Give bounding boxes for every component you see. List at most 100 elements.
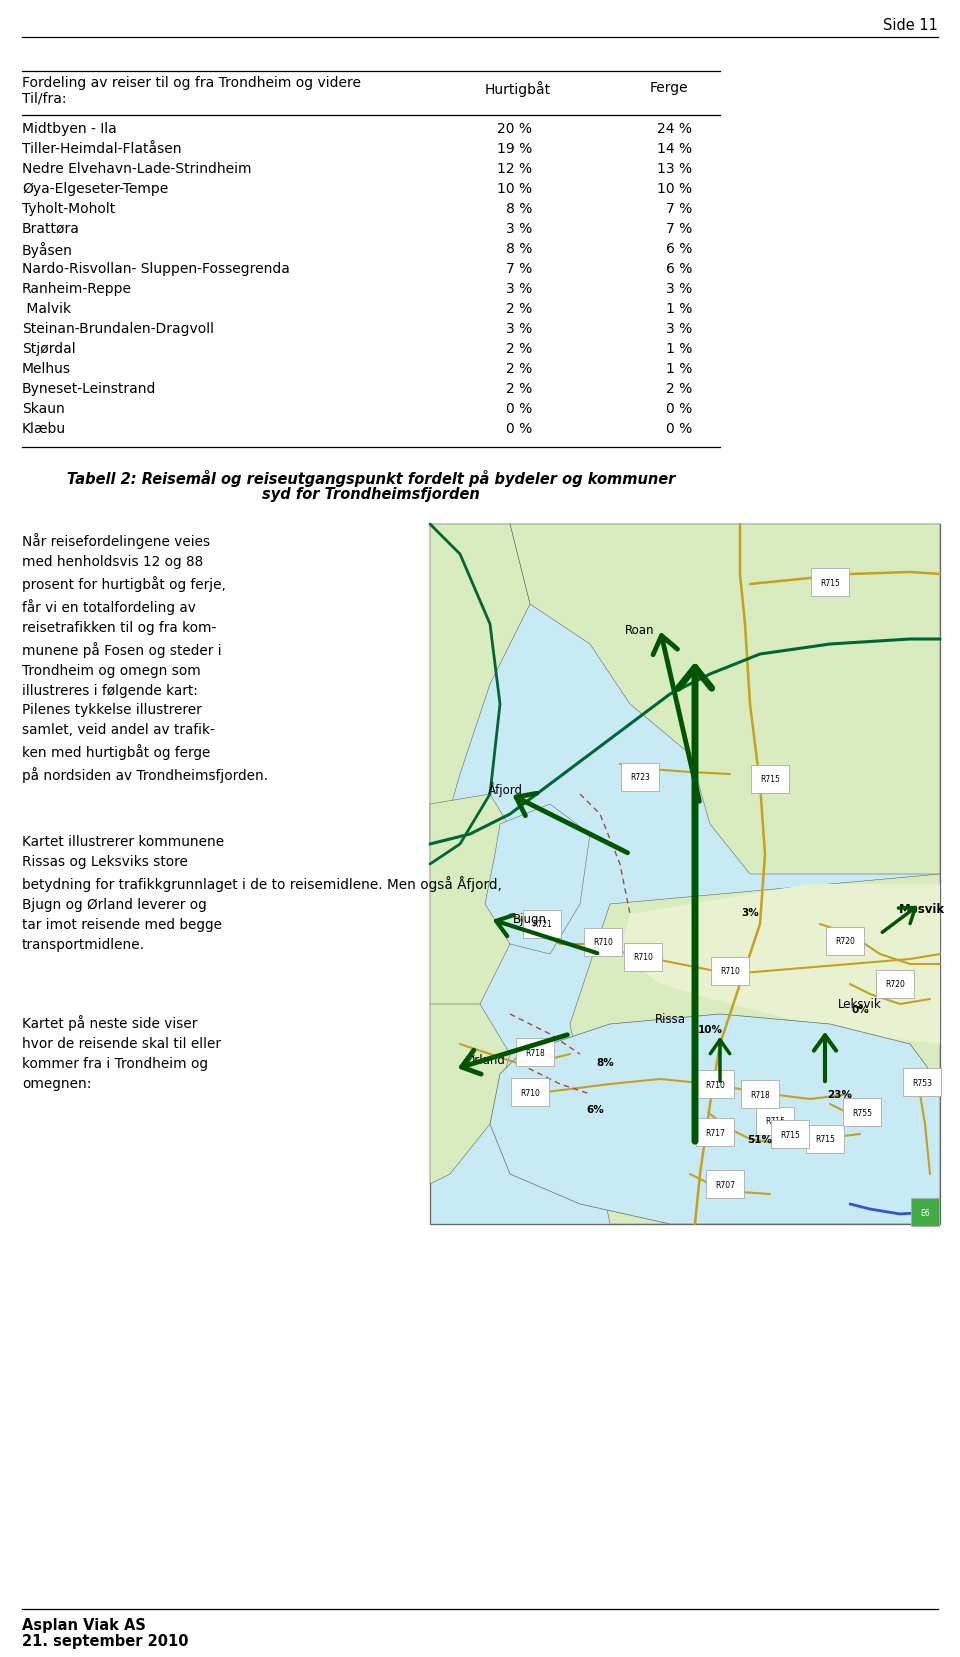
Text: 2 %: 2 %: [506, 361, 532, 376]
Text: Malvik: Malvik: [22, 302, 71, 316]
Text: R720: R720: [885, 979, 905, 989]
Polygon shape: [620, 885, 940, 1044]
Text: Brattøra: Brattøra: [22, 222, 80, 235]
Text: 3 %: 3 %: [665, 321, 692, 336]
Text: R715: R715: [765, 1117, 785, 1125]
Text: 0 %: 0 %: [506, 423, 532, 436]
Polygon shape: [570, 875, 940, 1225]
Text: 6 %: 6 %: [665, 262, 692, 275]
Text: 3 %: 3 %: [506, 282, 532, 297]
Text: 7 %: 7 %: [665, 222, 692, 235]
Text: Pilenes tykkelse illustrerer
samlet, veid andel av trafik-
ken med hurtigbåt og : Pilenes tykkelse illustrerer samlet, vei…: [22, 703, 268, 782]
Text: 20 %: 20 %: [497, 123, 532, 136]
Text: 0 %: 0 %: [665, 423, 692, 436]
Text: 0%: 0%: [852, 1004, 869, 1014]
Text: Ranheim-Reppe: Ranheim-Reppe: [22, 282, 132, 297]
Polygon shape: [510, 525, 940, 875]
Bar: [430, 525, 940, 1225]
Text: R710: R710: [520, 1089, 540, 1097]
Text: Melhus: Melhus: [22, 361, 71, 376]
Text: Stjørdal: Stjørdal: [22, 341, 76, 356]
Text: Nedre Elvehavn-Lade-Strindheim: Nedre Elvehavn-Lade-Strindheim: [22, 162, 252, 176]
Text: R715: R715: [815, 1135, 835, 1143]
Text: 13 %: 13 %: [657, 162, 692, 176]
Text: 14 %: 14 %: [657, 143, 692, 156]
Text: 1 %: 1 %: [665, 302, 692, 316]
Text: Byneset-Leinstrand: Byneset-Leinstrand: [22, 381, 156, 396]
Text: R721: R721: [532, 920, 552, 930]
Polygon shape: [430, 1004, 510, 1185]
Text: Tabell 2: Reisemål og reiseutgangspunkt fordelt på bydeler og kommuner: Tabell 2: Reisemål og reiseutgangspunkt …: [67, 469, 675, 487]
Text: 2 %: 2 %: [665, 381, 692, 396]
Text: R715: R715: [780, 1130, 800, 1138]
Text: R715: R715: [820, 578, 840, 587]
Text: 7 %: 7 %: [506, 262, 532, 275]
Text: R718: R718: [750, 1090, 770, 1099]
Polygon shape: [485, 805, 590, 954]
Text: Kartet illustrerer kommunene
Rissas og Leksviks store
betydning for trafikkgrunn: Kartet illustrerer kommunene Rissas og L…: [22, 835, 502, 951]
Text: Steinan-Brundalen-Dragvoll: Steinan-Brundalen-Dragvoll: [22, 321, 214, 336]
Text: Åfjord: Åfjord: [488, 782, 522, 797]
Text: Leksvik: Leksvik: [838, 998, 882, 1011]
Text: R723: R723: [630, 774, 650, 782]
Text: R755: R755: [852, 1109, 872, 1117]
Text: R718: R718: [525, 1047, 545, 1057]
Text: E6: E6: [921, 1208, 930, 1216]
Text: 10 %: 10 %: [497, 182, 532, 196]
Polygon shape: [430, 525, 530, 845]
Text: 21. september 2010: 21. september 2010: [22, 1634, 188, 1649]
Text: Asplan Viak AS: Asplan Viak AS: [22, 1617, 146, 1632]
Text: Ørland: Ørland: [465, 1052, 505, 1065]
Text: 3 %: 3 %: [665, 282, 692, 297]
Text: 12 %: 12 %: [497, 162, 532, 176]
Text: 6%: 6%: [587, 1104, 604, 1114]
Text: 23%: 23%: [828, 1089, 852, 1099]
Text: 0 %: 0 %: [506, 401, 532, 416]
Polygon shape: [430, 794, 520, 1024]
Text: 6 %: 6 %: [665, 242, 692, 255]
Text: Kartet på neste side viser
hvor de reisende skal til eller
kommer fra i Trondhei: Kartet på neste side viser hvor de reise…: [22, 1014, 221, 1090]
Text: Tiller-Heimdal-Flatåsen: Tiller-Heimdal-Flatåsen: [22, 143, 181, 156]
Text: Tyholt-Moholt: Tyholt-Moholt: [22, 202, 115, 215]
Text: 2 %: 2 %: [506, 302, 532, 316]
Text: R753: R753: [912, 1077, 932, 1087]
Text: Ferge: Ferge: [650, 81, 688, 94]
Text: 10 %: 10 %: [657, 182, 692, 196]
Text: Roan: Roan: [625, 623, 655, 636]
Text: 8 %: 8 %: [506, 202, 532, 215]
Text: 1 %: 1 %: [665, 341, 692, 356]
Text: Rissa: Rissa: [655, 1012, 685, 1026]
Text: Side 11: Side 11: [883, 18, 938, 33]
Text: 3%: 3%: [741, 908, 758, 918]
Text: 2 %: 2 %: [506, 381, 532, 396]
Text: Øya-Elgeseter-Tempe: Øya-Elgeseter-Tempe: [22, 182, 168, 196]
Text: 51%: 51%: [748, 1135, 773, 1145]
Text: 7 %: 7 %: [665, 202, 692, 215]
Text: Bjugn: Bjugn: [513, 913, 547, 926]
Text: 10%: 10%: [698, 1024, 723, 1034]
Text: Nardo-Risvollan- Sluppen-Fossegrenda: Nardo-Risvollan- Sluppen-Fossegrenda: [22, 262, 290, 275]
Text: R710: R710: [633, 953, 653, 963]
Text: Til/fra:: Til/fra:: [22, 91, 66, 104]
Text: Mosvik: Mosvik: [899, 903, 945, 916]
Text: Når reisefordelingene veies
med henholdsvis 12 og 88
prosent for hurtigbåt og fe: Når reisefordelingene veies med henholds…: [22, 532, 226, 698]
Text: R715: R715: [760, 775, 780, 784]
Text: Midtbyen - Ila: Midtbyen - Ila: [22, 123, 117, 136]
Text: 8%: 8%: [596, 1057, 613, 1067]
Text: Skaun: Skaun: [22, 401, 64, 416]
Text: 3 %: 3 %: [506, 321, 532, 336]
Text: R720: R720: [835, 936, 855, 946]
Text: R717: R717: [705, 1128, 725, 1137]
Text: 1 %: 1 %: [665, 361, 692, 376]
Text: Fordeling av reiser til og fra Trondheim og videre: Fordeling av reiser til og fra Trondheim…: [22, 76, 361, 89]
Text: 0 %: 0 %: [665, 401, 692, 416]
Text: R707: R707: [715, 1180, 735, 1188]
Text: R710: R710: [720, 968, 740, 976]
Text: 8 %: 8 %: [506, 242, 532, 255]
Text: 24 %: 24 %: [657, 123, 692, 136]
Text: 19 %: 19 %: [496, 143, 532, 156]
Text: 2 %: 2 %: [506, 341, 532, 356]
Text: syd for Trondheimsfjorden: syd for Trondheimsfjorden: [262, 487, 480, 502]
Text: R710: R710: [705, 1080, 725, 1089]
Text: Byåsen: Byåsen: [22, 242, 73, 258]
